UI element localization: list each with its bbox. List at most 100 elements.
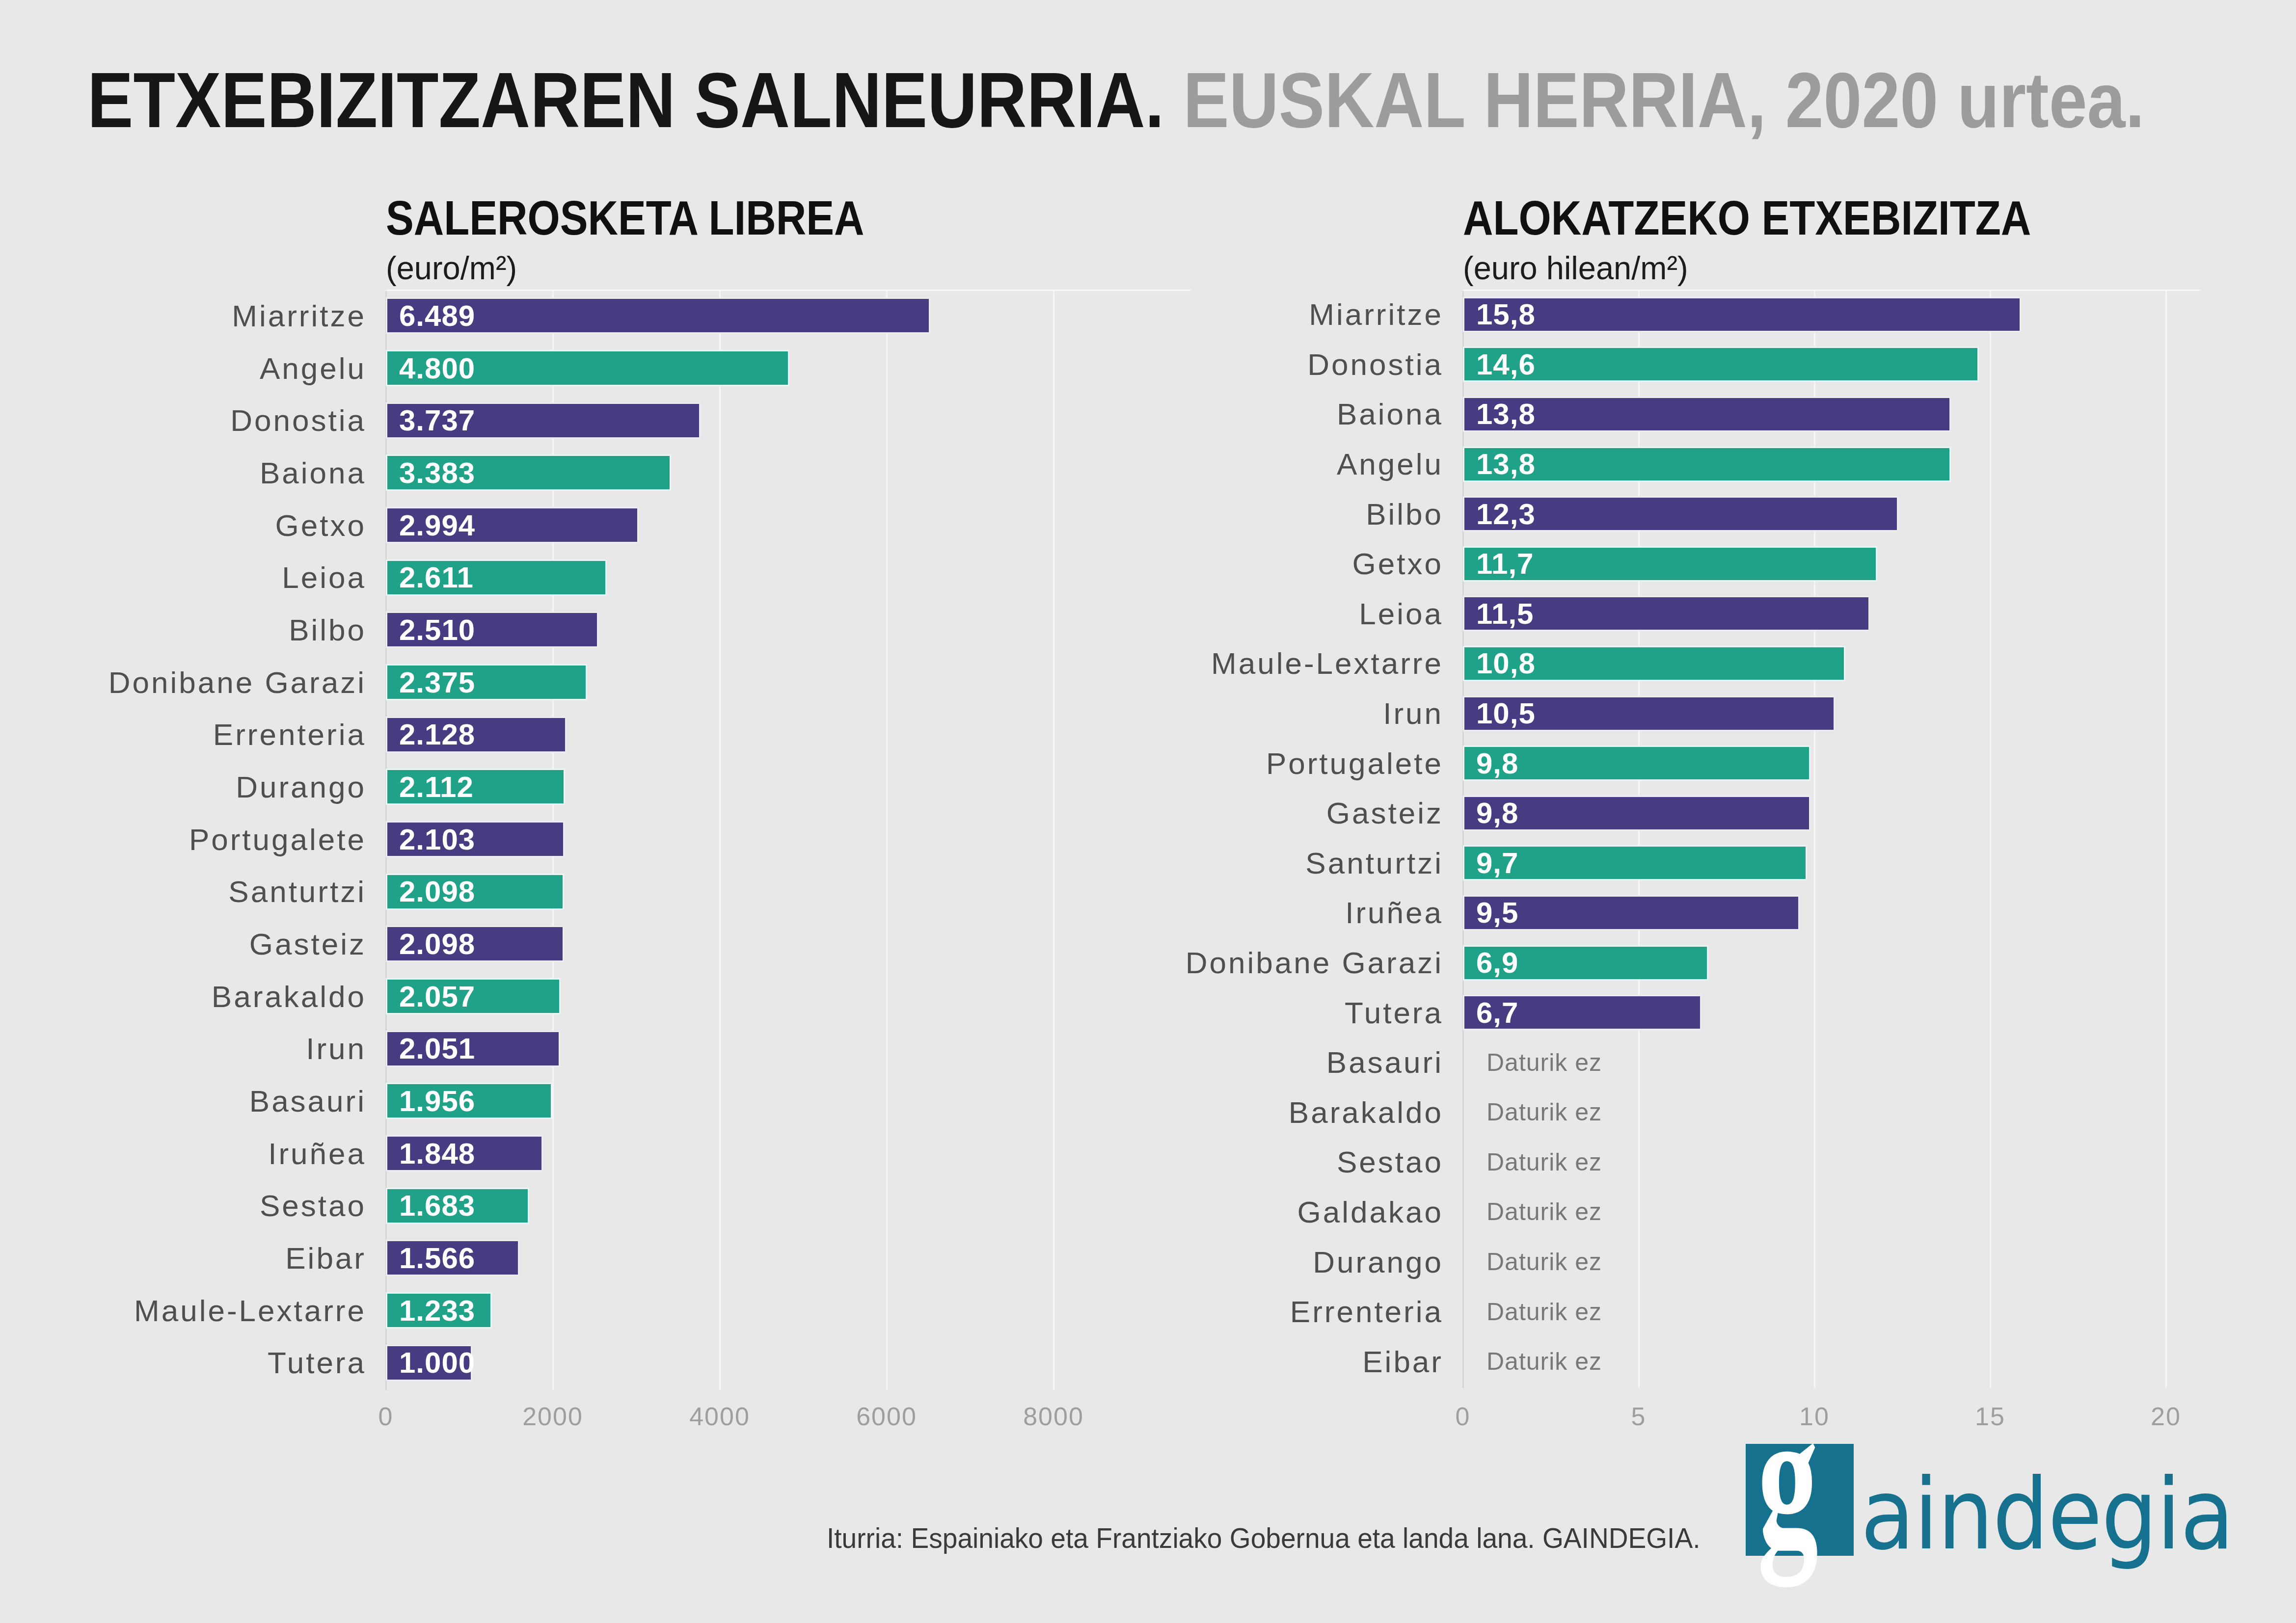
bar-area: 2.128: [386, 708, 1191, 761]
bar-area: 13,8: [1463, 389, 2201, 439]
bar-value-label: 2.098: [387, 875, 475, 908]
row-label: Iruñea: [74, 1136, 386, 1171]
bar-Baiona: 3.383: [386, 454, 671, 491]
bar-area: 13,8: [1463, 439, 2201, 489]
chart-row: Tutera1.000: [74, 1336, 1191, 1389]
bar-Irun: 10,5: [1463, 696, 1835, 731]
chart-row: Angelu13,8: [1114, 439, 2201, 489]
row-label: Santurtzi: [74, 874, 386, 909]
bar-area: 11,7: [1463, 539, 2201, 589]
row-label: Irun: [74, 1031, 386, 1066]
chart-row: Miarritze15,8: [1114, 290, 2201, 340]
bar-value-label: 13,8: [1464, 397, 1536, 431]
x-tick-label: 20: [2151, 1402, 2181, 1431]
bar-Miarritze: 15,8: [1463, 297, 2021, 332]
row-label: Barakaldo: [1114, 1095, 1463, 1130]
bar-value-label: 2.375: [387, 665, 475, 699]
bar-area: 1.683: [386, 1179, 1191, 1232]
chart-sales-subtitle: (euro/m²): [386, 251, 517, 284]
bar-value-label: 10,8: [1464, 646, 1536, 680]
chart-row: Getxo2.994: [74, 499, 1191, 552]
bar-value-label: 9,7: [1464, 846, 1518, 880]
row-label: Eibar: [74, 1241, 386, 1276]
bar-value-label: 2.057: [387, 980, 475, 1013]
row-label: Irun: [1114, 696, 1463, 731]
no-data-label: Daturik ez: [1463, 1248, 1602, 1276]
row-label: Donostia: [1114, 347, 1463, 382]
chart-row: Portugalete2.103: [74, 813, 1191, 866]
bar-Gasteiz: 9,8: [1463, 796, 1810, 831]
chart-row: Irun2.051: [74, 1022, 1191, 1075]
bar-area: 6,7: [1463, 987, 2201, 1038]
row-label: Iruñea: [1114, 895, 1463, 930]
x-tick-label: 0: [378, 1402, 394, 1431]
no-data-label: Daturik ez: [1463, 1098, 1602, 1126]
chart-rent-xaxis: 05101520: [1463, 1402, 2201, 1431]
bar-value-label: 10,5: [1464, 696, 1536, 730]
bar-area: 9,7: [1463, 838, 2201, 888]
bar-value-label: 2.994: [387, 508, 475, 542]
bar-area: 10,5: [1463, 689, 2201, 739]
bar-Tutera: 6,7: [1463, 995, 1702, 1030]
row-label: Angelu: [1114, 447, 1463, 481]
bar-area: 1.848: [386, 1127, 1191, 1180]
bar-area: 15,8: [1463, 290, 2201, 340]
chart-row: Leioa2.611: [74, 551, 1191, 604]
row-label: Sestao: [74, 1188, 386, 1223]
bar-area: Daturik ez: [1463, 1287, 2201, 1337]
bar-Angelu: 4.800: [386, 350, 789, 386]
bar-area: 9,8: [1463, 788, 2201, 838]
bar-value-label: 6.489: [387, 299, 475, 333]
x-tick-label: 15: [1975, 1402, 2005, 1431]
row-label: Basauri: [1114, 1045, 1463, 1080]
row-label: Donostia: [74, 403, 386, 438]
chart-rent-rows: Miarritze15,8Donostia14,6Baiona13,8Angel…: [1114, 290, 2201, 1386]
bar-value-label: 11,5: [1464, 597, 1534, 631]
chart-row: SestaoDaturik ez: [1114, 1137, 2201, 1187]
bar-Durango: 2.112: [386, 769, 565, 805]
row-label: Errenteria: [1114, 1294, 1463, 1329]
chart-row: Santurtzi9,7: [1114, 838, 2201, 888]
gaindegia-logo-text: aindegia: [1861, 1465, 2234, 1564]
bar-Leioa: 2.611: [386, 559, 607, 596]
chart-row: Barakaldo2.057: [74, 970, 1191, 1023]
row-label: Bilbo: [74, 612, 386, 647]
bar-value-label: 14,6: [1464, 347, 1536, 381]
bar-area: 3.383: [386, 447, 1191, 499]
bar-value-label: 15,8: [1464, 297, 1536, 331]
x-tick-label: 0: [1456, 1402, 1471, 1431]
bar-area: 6.489: [386, 290, 1191, 342]
x-tick-label: 2000: [522, 1402, 583, 1431]
row-label: Tutera: [1114, 995, 1463, 1030]
bar-Santurtzi: 2.098: [386, 874, 564, 910]
bar-area: 2.057: [386, 970, 1191, 1023]
bar-area: 9,5: [1463, 888, 2201, 938]
bar-Iruñea: 9,5: [1463, 895, 1800, 931]
row-label: Miarritze: [1114, 297, 1463, 332]
row-label: Tutera: [74, 1345, 386, 1380]
row-label: Barakaldo: [74, 979, 386, 1014]
chart-row: Durango2.112: [74, 761, 1191, 813]
bar-Gasteiz: 2.098: [386, 926, 564, 962]
chart-row: Bilbo2.510: [74, 604, 1191, 656]
bar-value-label: 2.051: [387, 1032, 475, 1065]
bar-Santurtzi: 9,7: [1463, 845, 1807, 880]
page-title-secondary: EUSKAL HERRIA, 2020 urtea.: [1164, 56, 2144, 144]
chart-row: BarakaldoDaturik ez: [1114, 1088, 2201, 1138]
bar-area: 1.956: [386, 1075, 1191, 1127]
source-note: Iturria: Espainiako eta Frantziako Gober…: [827, 1521, 1700, 1554]
bar-value-label: 6,9: [1464, 946, 1518, 980]
chart-row: Donibane Garazi6,9: [1114, 938, 2201, 988]
bar-Donostia: 14,6: [1463, 346, 1979, 382]
row-label: Baiona: [74, 455, 386, 490]
bar-value-label: 1.566: [387, 1241, 475, 1275]
bar-Miarritze: 6.489: [386, 297, 930, 334]
chart-row: Leioa11,5: [1114, 589, 2201, 639]
bar-area: 12,3: [1463, 489, 2201, 539]
bar-value-label: 2.098: [387, 927, 475, 961]
gaindegia-logo-g: g: [1757, 1380, 1818, 1576]
chart-row: Angelu4.800: [74, 342, 1191, 395]
bar-area: Daturik ez: [1463, 1237, 2201, 1287]
page-title: ETXEBIZITZAREN SALNEURRIA. EUSKAL HERRIA…: [87, 61, 2144, 139]
bar-value-label: 2.510: [387, 613, 475, 647]
